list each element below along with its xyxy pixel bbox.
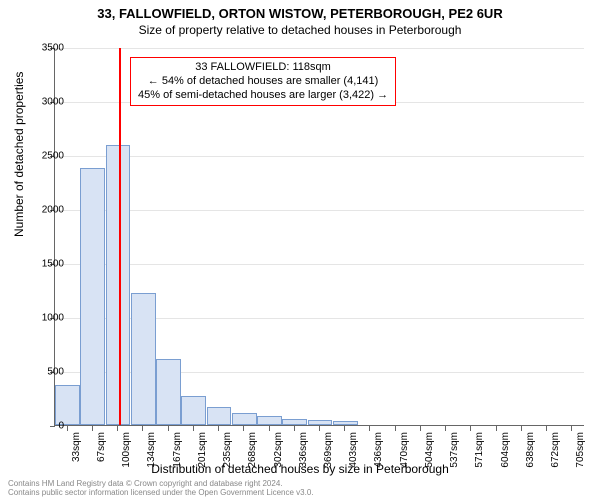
callout-line: ← 54% of detached houses are smaller (4,… bbox=[138, 75, 388, 89]
footer-attribution: Contains HM Land Registry data © Crown c… bbox=[8, 479, 314, 497]
ytick-label: 3000 bbox=[24, 97, 64, 108]
xtick-mark bbox=[67, 426, 68, 431]
xtick-mark bbox=[269, 426, 270, 431]
histogram-bar bbox=[55, 385, 80, 426]
xtick-mark bbox=[218, 426, 219, 431]
x-axis-label: Distribution of detached houses by size … bbox=[0, 462, 600, 476]
xtick-mark bbox=[344, 426, 345, 431]
xtick-mark bbox=[243, 426, 244, 431]
page-title: 33, FALLOWFIELD, ORTON WISTOW, PETERBORO… bbox=[0, 0, 600, 21]
xtick-mark bbox=[546, 426, 547, 431]
histogram-bar bbox=[333, 421, 358, 425]
xtick-mark bbox=[117, 426, 118, 431]
xtick-mark bbox=[395, 426, 396, 431]
xtick-mark bbox=[470, 426, 471, 431]
xtick-mark bbox=[319, 426, 320, 431]
gridline bbox=[55, 156, 584, 157]
callout-box: 33 FALLOWFIELD: 118sqm← 54% of detached … bbox=[130, 57, 396, 106]
xtick-mark bbox=[369, 426, 370, 431]
xtick-mark bbox=[521, 426, 522, 431]
xtick-mark bbox=[571, 426, 572, 431]
xtick-mark bbox=[168, 426, 169, 431]
gridline bbox=[55, 210, 584, 211]
callout-line: 33 FALLOWFIELD: 118sqm bbox=[138, 61, 388, 75]
property-marker-line bbox=[119, 48, 121, 425]
footer-line-1: Contains HM Land Registry data © Crown c… bbox=[8, 479, 314, 488]
histogram-bar bbox=[282, 419, 307, 425]
xtick-mark bbox=[445, 426, 446, 431]
xtick-mark bbox=[142, 426, 143, 431]
histogram-bar bbox=[156, 359, 181, 425]
histogram-bar bbox=[80, 168, 105, 425]
xtick-mark bbox=[420, 426, 421, 431]
page-subtitle: Size of property relative to detached ho… bbox=[0, 21, 600, 37]
footer-line-2: Contains public sector information licen… bbox=[8, 488, 314, 497]
gridline bbox=[55, 48, 584, 49]
histogram-bar bbox=[106, 145, 131, 425]
xtick-mark bbox=[193, 426, 194, 431]
histogram-bar bbox=[131, 293, 156, 425]
ytick-label: 1500 bbox=[24, 259, 64, 270]
histogram-bar bbox=[181, 396, 206, 425]
xtick-label: 67sqm bbox=[96, 432, 107, 462]
histogram-bar bbox=[232, 413, 257, 425]
ytick-label: 1000 bbox=[24, 313, 64, 324]
gridline bbox=[55, 264, 584, 265]
callout-line: 45% of semi-detached houses are larger (… bbox=[138, 89, 388, 103]
xtick-mark bbox=[294, 426, 295, 431]
ytick-label: 2500 bbox=[24, 151, 64, 162]
ytick-label: 0 bbox=[24, 421, 64, 432]
histogram-bar bbox=[207, 407, 232, 425]
xtick-mark bbox=[496, 426, 497, 431]
histogram-bar bbox=[257, 416, 282, 425]
ytick-label: 3500 bbox=[24, 43, 64, 54]
xtick-label: 33sqm bbox=[71, 432, 82, 462]
ytick-label: 2000 bbox=[24, 205, 64, 216]
ytick-label: 500 bbox=[24, 367, 64, 378]
histogram-bar bbox=[308, 420, 333, 425]
xtick-mark bbox=[92, 426, 93, 431]
